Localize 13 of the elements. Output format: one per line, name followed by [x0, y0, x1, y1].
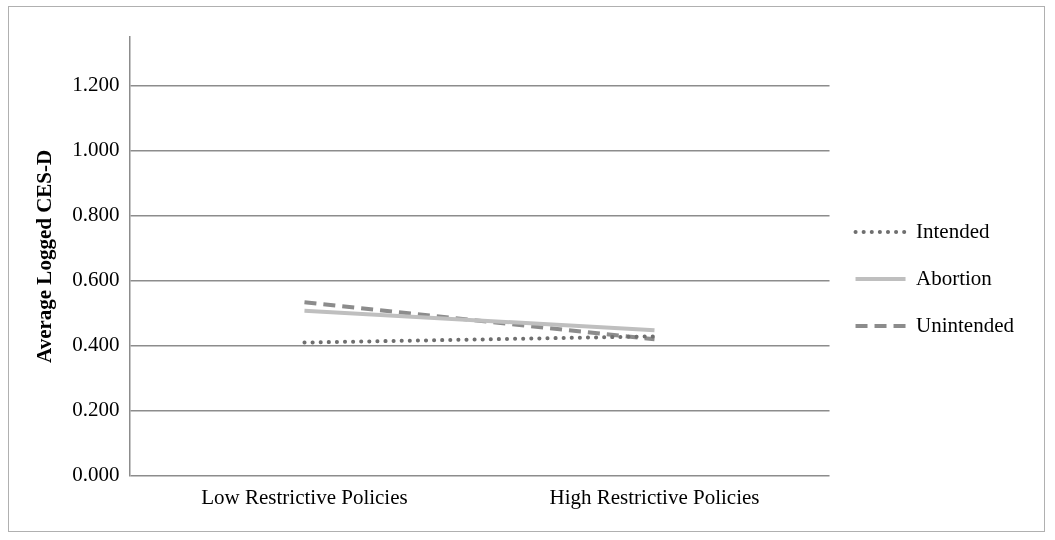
y-axis-title: Average Logged CES-D	[32, 149, 57, 363]
y-tick-label: 0.400	[72, 332, 120, 357]
y-tick-label: 1.000	[72, 137, 120, 162]
y-tick-label: 1.200	[72, 72, 120, 97]
y-tick-label: 0.000	[72, 462, 120, 487]
y-tick-label: 0.800	[72, 202, 120, 227]
y-tick-label: 0.600	[72, 267, 120, 292]
y-tick-label: 0.200	[72, 397, 120, 422]
x-tick-label: High Restrictive Policies	[549, 484, 760, 509]
legend-label: Intended	[916, 218, 990, 243]
legend-label: Abortion	[916, 265, 993, 290]
x-tick-label: Low Restrictive Policies	[201, 484, 408, 509]
legend-label: Unintended	[916, 312, 1015, 337]
